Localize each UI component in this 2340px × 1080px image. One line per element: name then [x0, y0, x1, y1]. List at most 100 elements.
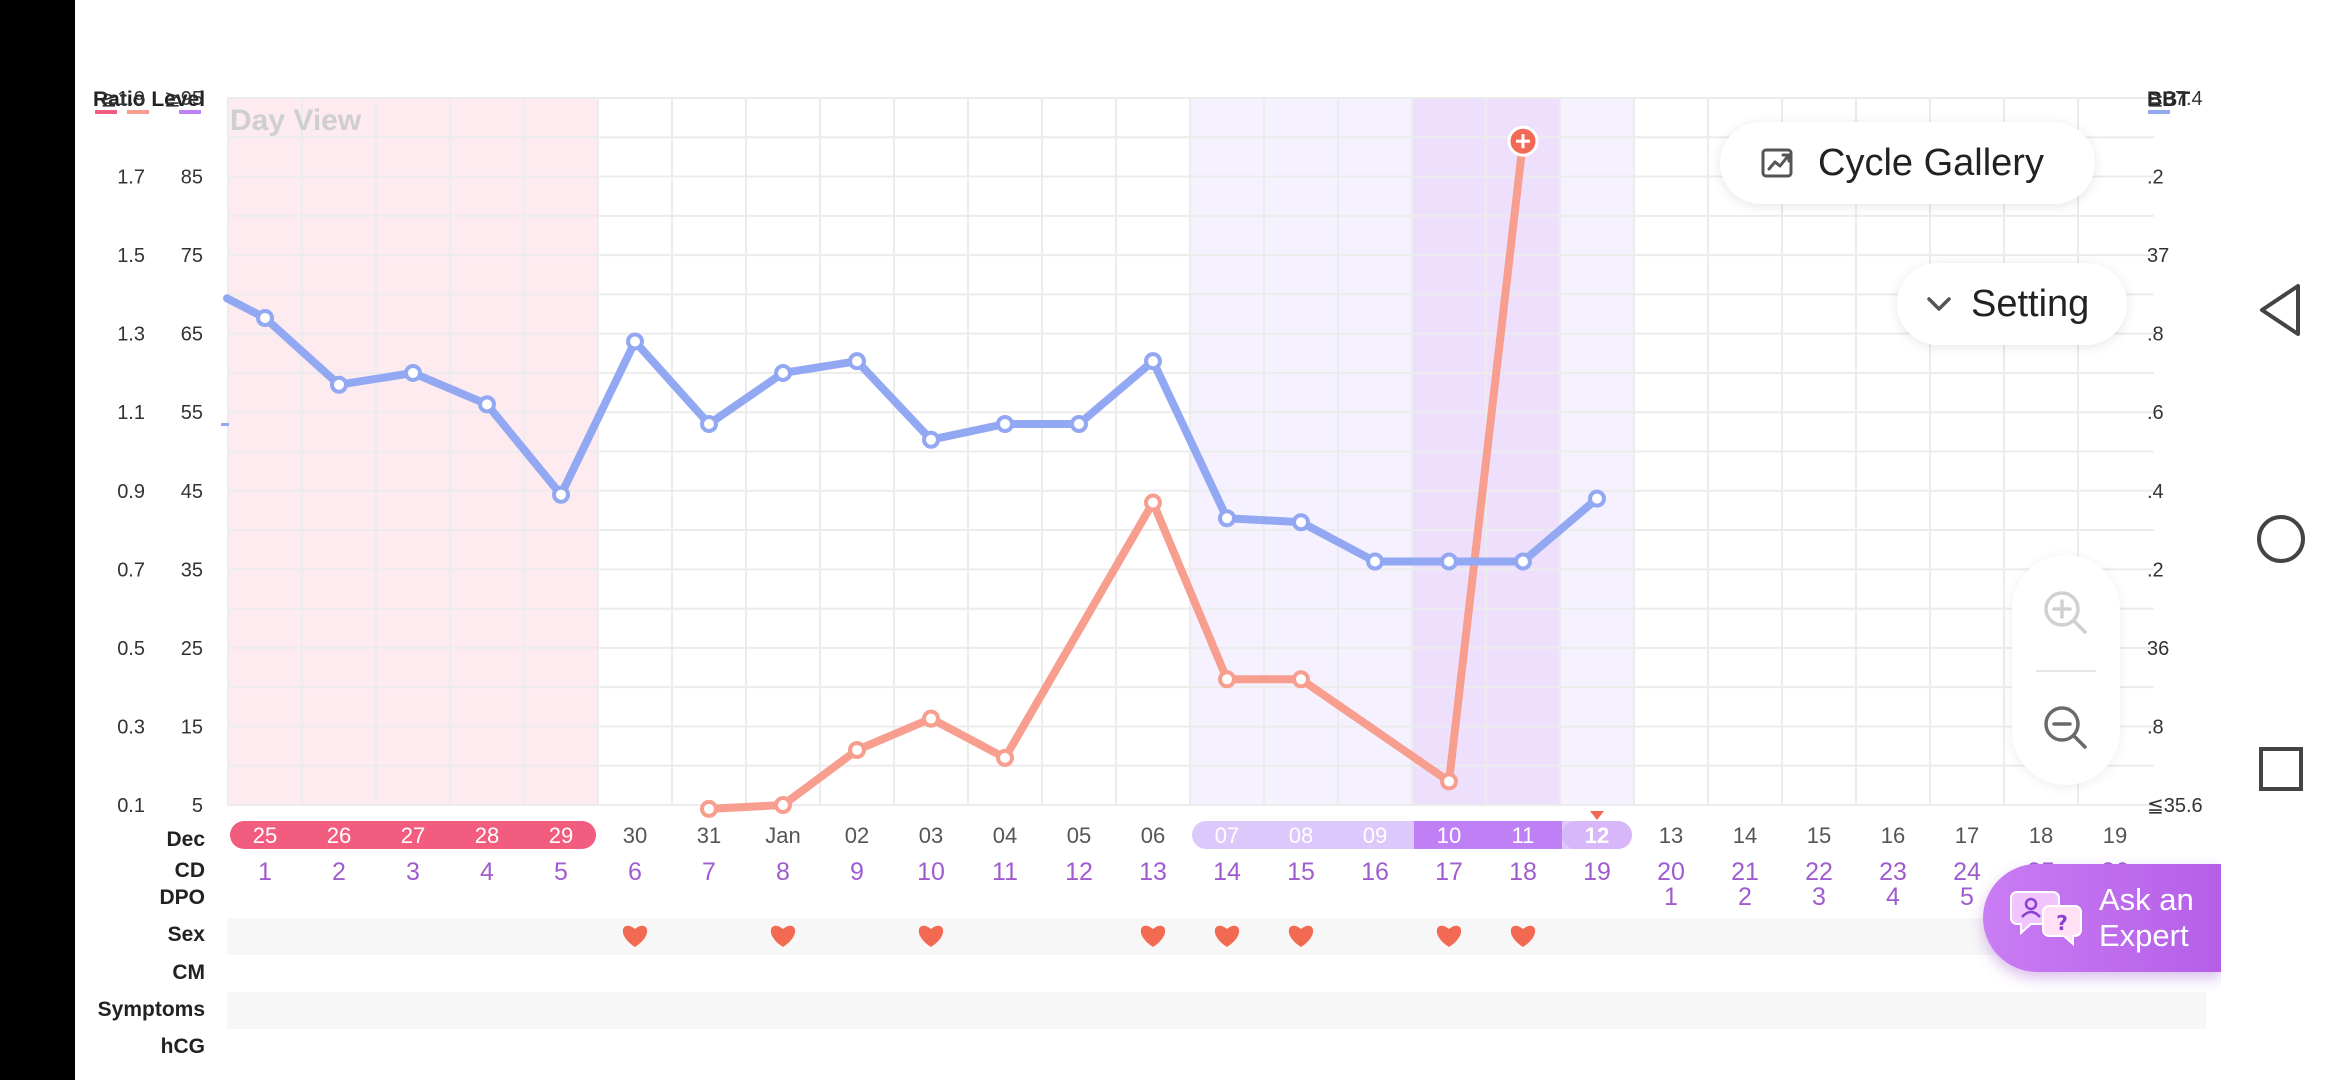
- point-bbt: [626, 332, 644, 351]
- date-label: 28: [475, 823, 499, 848]
- cycle-day-label: 19: [1583, 858, 1611, 886]
- cycle-day-label: 16: [1361, 858, 1389, 886]
- level-tick-label: ≧95: [164, 88, 203, 110]
- cycle-day-label: 20: [1657, 858, 1685, 886]
- home-button[interactable]: [2221, 494, 2340, 584]
- cycle-day-label: 24: [1953, 858, 1981, 886]
- cycle-day-row: 1234567891011121314151617181920212223242…: [258, 858, 2129, 886]
- zoom-in-button[interactable]: [2012, 557, 2120, 669]
- dpo-label: 4: [1886, 883, 1900, 911]
- heart-icon: [1510, 925, 1536, 947]
- period-pill: [230, 821, 596, 849]
- point-bbt: [1144, 352, 1162, 371]
- date-label: 31: [697, 823, 721, 848]
- heart-icon: [1140, 925, 1166, 947]
- bbt-tick-label: 37: [2147, 245, 2169, 267]
- bbt-tick-label: .8: [2147, 716, 2164, 738]
- series-line-bbt: [223, 294, 1601, 566]
- level-tick-label: 25: [181, 638, 203, 660]
- heart-icon: [770, 925, 796, 947]
- bbt-tick-label: .2: [2147, 559, 2164, 581]
- date-label: 11: [1512, 823, 1535, 848]
- row-label-hcg: hCG: [160, 1035, 205, 1058]
- level-tick-label: 55: [181, 402, 203, 424]
- date-label: 07: [1215, 823, 1239, 848]
- cycle-day-label: 17: [1435, 858, 1463, 886]
- ratio-tick-label: 0.1: [117, 795, 145, 817]
- bbt-tick-label: ≦35.6: [2147, 795, 2203, 817]
- system-navigation-bar: [2221, 0, 2340, 1080]
- row-backgrounds: [227, 918, 2206, 1029]
- cycle-day-label: 11: [992, 858, 1018, 886]
- cycle-day-label: 2: [332, 858, 346, 886]
- cycle-day-label: 18: [1509, 858, 1537, 886]
- back-button[interactable]: [2221, 265, 2340, 355]
- left-axis-title: Ratio Level: [93, 88, 205, 111]
- date-label: 25: [253, 823, 277, 848]
- bbt-tick-label: .2: [2147, 167, 2164, 189]
- row-label-cd: CD: [174, 859, 205, 882]
- row-label-cm: CM: [172, 961, 205, 984]
- cycle-day-label: 1: [258, 858, 272, 886]
- setting-label: Setting: [1971, 282, 2090, 325]
- point-bbt: [774, 363, 792, 382]
- zoom-controls: [2012, 555, 2120, 785]
- cycle-day-label: 4: [480, 858, 494, 886]
- zoom-divider: [2036, 670, 2096, 672]
- date-label: 09: [1363, 823, 1387, 848]
- cycle-day-label: 8: [776, 858, 790, 886]
- cycle-day-label: 6: [628, 858, 642, 886]
- ovulation-pill: [1414, 821, 1562, 849]
- recents-button[interactable]: [2221, 724, 2340, 814]
- bbt-tick-label: 36: [2147, 638, 2169, 660]
- ratio-tick-label: 1.1: [117, 402, 145, 424]
- point-bbt: [404, 363, 422, 382]
- setting-button[interactable]: Setting: [1897, 263, 2127, 345]
- cycle-day-label: 3: [406, 858, 420, 886]
- cycle-day-label: 9: [850, 858, 864, 886]
- zoom-out-button[interactable]: [2012, 672, 2120, 784]
- cycle-day-label: 22: [1805, 858, 1833, 886]
- cycle-day-label: 14: [1213, 858, 1241, 886]
- bbt-tick-label: .6: [2147, 402, 2164, 424]
- level-tick-label: 65: [181, 324, 203, 346]
- point-ratio: [1144, 493, 1162, 512]
- heart-icon: [918, 925, 944, 947]
- point-ratio: [1218, 670, 1236, 689]
- zoom-in-icon: [2044, 591, 2087, 634]
- ratio-tick-label: 1.7: [117, 167, 145, 189]
- date-label: 18: [2029, 823, 2053, 848]
- bbt-tick-label: ≧37.4: [2147, 88, 2203, 110]
- ask-expert-text: Ask an Expert: [2099, 882, 2194, 954]
- date-label: 29: [549, 823, 573, 848]
- point-bbt: [552, 485, 570, 504]
- ask-expert-button[interactable]: ? Ask an Expert: [1983, 864, 2221, 972]
- point-bbt: [1514, 552, 1532, 571]
- ask-expert-line2: Expert: [2099, 918, 2189, 953]
- dpo-label: 5: [1960, 883, 1974, 911]
- fertility-chart-app: Ratio Level BBT ≧1.9 ≧95 ≧37.4 1.7 85.2 1.5 75 37…: [75, 0, 2221, 1080]
- cycle-chart: Ratio Level BBT≧1.9 ≧95 ≧37.41.7 85.21.5 75 37…: [93, 88, 2206, 1029]
- ratio-tick-label: 0.7: [117, 559, 145, 581]
- level-tick-label: 75: [181, 245, 203, 267]
- date-label: 10: [1437, 823, 1461, 848]
- cycle-gallery-button[interactable]: Cycle Gallery: [1720, 122, 2095, 204]
- heart-icon: [622, 925, 648, 947]
- point-bbt: [330, 375, 348, 394]
- point-bbt: [996, 415, 1014, 434]
- point-bbt: [922, 430, 940, 449]
- cycle-day-label: 7: [702, 858, 716, 886]
- dpo-row: 1 2 3 4 5: [1664, 883, 1974, 911]
- level-tick-label: 85: [181, 167, 203, 189]
- date-label: 04: [993, 823, 1017, 848]
- date-label: 15: [1807, 823, 1831, 848]
- date-label: 26: [327, 823, 351, 848]
- ratio-tick-label: 0.3: [117, 716, 145, 738]
- point-bbt: [478, 395, 496, 414]
- point-ratio: [848, 741, 866, 760]
- date-label: 27: [401, 823, 425, 848]
- date-label: 02: [845, 823, 869, 848]
- dpo-label: 3: [1812, 883, 1826, 911]
- heart-icon: [1436, 925, 1462, 947]
- level-tick-label: 5: [192, 795, 203, 817]
